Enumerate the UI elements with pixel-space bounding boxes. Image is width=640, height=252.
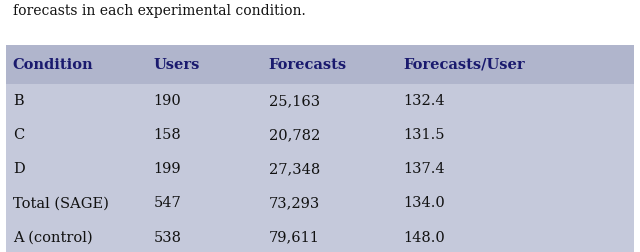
Bar <box>6 186 634 220</box>
Bar <box>6 45 634 84</box>
Text: 158: 158 <box>154 129 181 142</box>
Text: Total (SAGE): Total (SAGE) <box>13 197 109 210</box>
Text: 132.4: 132.4 <box>403 94 445 108</box>
Text: 20,782: 20,782 <box>269 129 320 142</box>
Text: 134.0: 134.0 <box>403 197 445 210</box>
Text: 190: 190 <box>154 94 181 108</box>
Text: 148.0: 148.0 <box>403 231 445 244</box>
Text: Forecasts/User: Forecasts/User <box>403 58 525 72</box>
Bar <box>6 84 634 118</box>
Text: 538: 538 <box>154 231 182 244</box>
Bar <box>6 152 634 186</box>
Bar <box>6 118 634 152</box>
Text: 131.5: 131.5 <box>403 129 445 142</box>
Text: forecasts in each experimental condition.: forecasts in each experimental condition… <box>13 4 305 18</box>
Text: C: C <box>13 129 24 142</box>
Text: 199: 199 <box>154 163 181 176</box>
Text: 27,348: 27,348 <box>269 163 320 176</box>
Text: B: B <box>13 94 24 108</box>
Bar <box>6 220 634 252</box>
Text: Forecasts: Forecasts <box>269 58 347 72</box>
Text: Condition: Condition <box>13 58 93 72</box>
Text: 73,293: 73,293 <box>269 197 320 210</box>
Text: Users: Users <box>154 58 200 72</box>
Text: A (control): A (control) <box>13 231 92 244</box>
Text: 79,611: 79,611 <box>269 231 319 244</box>
Text: D: D <box>13 163 24 176</box>
Text: 547: 547 <box>154 197 181 210</box>
Text: 25,163: 25,163 <box>269 94 320 108</box>
Text: 137.4: 137.4 <box>403 163 445 176</box>
